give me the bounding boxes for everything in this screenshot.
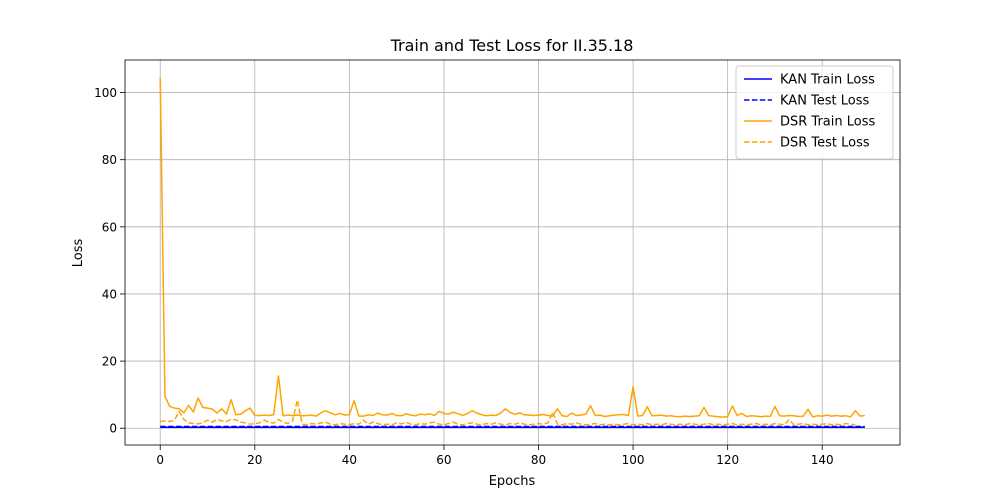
- x-tick-label: 120: [716, 453, 739, 467]
- x-tick-label: 60: [436, 453, 451, 467]
- legend-label: DSR Train Loss: [780, 115, 875, 130]
- y-tick-label: 80: [102, 153, 117, 167]
- x-tick-label: 80: [531, 453, 546, 467]
- x-axis-label: Epochs: [489, 474, 536, 489]
- legend-label: DSR Test Loss: [780, 136, 870, 151]
- x-tick-label: 0: [156, 453, 164, 467]
- x-tick-label: 20: [247, 453, 262, 467]
- legend: KAN Train Loss KAN Test Loss DSR Train Los…: [736, 66, 893, 159]
- legend-label: KAN Train Loss: [780, 73, 875, 88]
- y-tick-label: 20: [102, 355, 117, 369]
- y-tick-label: 0: [109, 422, 117, 436]
- y-tick-label: 100: [94, 86, 117, 100]
- x-tick-label: 100: [622, 453, 645, 467]
- x-tick-label: 40: [342, 453, 357, 467]
- chart-title: Train and Test Loss for II.35.18: [390, 36, 634, 55]
- y-axis-label: Loss: [71, 239, 86, 268]
- y-tick-label: 60: [102, 220, 117, 234]
- x-tick-label: 140: [811, 453, 834, 467]
- legend-label: KAN Test Loss: [780, 94, 870, 109]
- y-tick-label: 40: [102, 287, 117, 301]
